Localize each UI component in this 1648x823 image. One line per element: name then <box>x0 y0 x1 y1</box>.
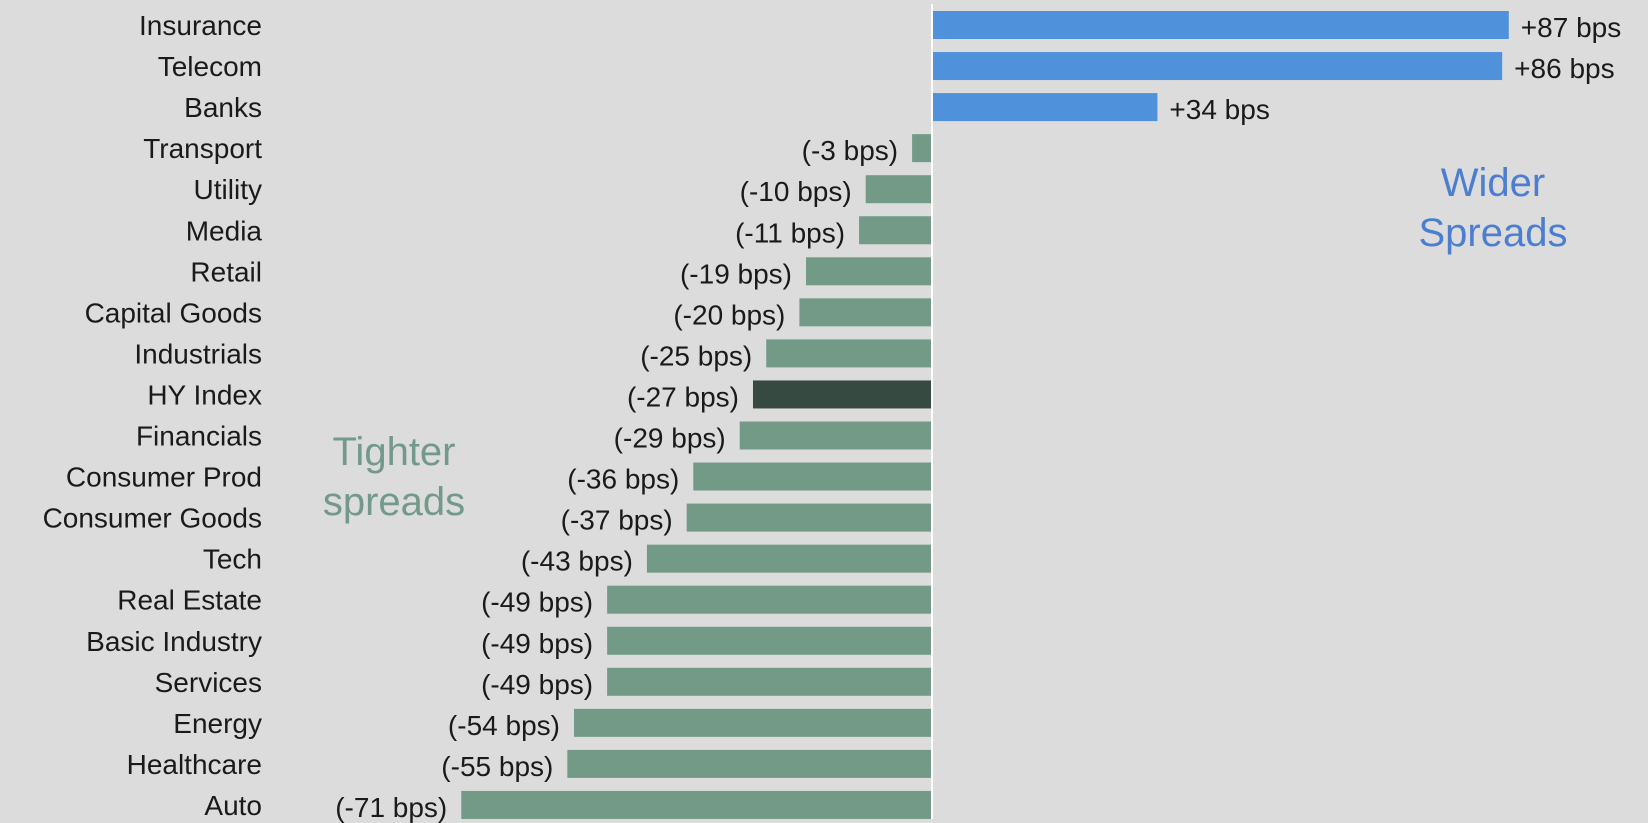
category-label-tech: Tech <box>203 544 262 575</box>
data-label-tech: (-43 bps) <box>521 546 633 577</box>
data-label-financials: (-29 bps) <box>614 423 726 454</box>
category-label-transport: Transport <box>143 133 262 164</box>
bar-real-estate <box>607 585 932 614</box>
data-label-hy-index: (-27 bps) <box>627 381 739 412</box>
tighter-spreads-annotation: Tighter spreads <box>323 430 465 524</box>
bar-financials <box>739 421 932 450</box>
data-label-services: (-49 bps) <box>481 669 593 700</box>
category-label-consumer-prod: Consumer Prod <box>66 462 262 493</box>
category-label-hy-index: HY Index <box>147 379 262 410</box>
data-label-auto: (-71 bps) <box>335 792 447 823</box>
category-label-energy: Energy <box>173 708 262 739</box>
category-label-utility: Utility <box>194 174 262 205</box>
data-label-consumer-goods: (-37 bps) <box>561 505 673 536</box>
annotation-wider-line-2: Spreads <box>1419 211 1568 255</box>
bar-media <box>859 216 932 245</box>
bar-insurance <box>932 11 1509 39</box>
bar-transport <box>912 134 932 163</box>
bar-energy <box>573 708 932 737</box>
data-label-retail: (-19 bps) <box>680 258 792 289</box>
bar-consumer-goods <box>686 503 932 532</box>
category-label-media: Media <box>186 215 263 246</box>
category-label-banks: Banks <box>184 92 262 123</box>
data-label-consumer-prod: (-36 bps) <box>567 464 679 495</box>
bars <box>461 11 1509 819</box>
category-label-basic-industry: Basic Industry <box>86 626 262 657</box>
category-label-auto: Auto <box>204 790 262 821</box>
bar-consumer-prod <box>693 462 932 491</box>
data-label-capital-goods: (-20 bps) <box>673 299 785 330</box>
wider-spreads-annotation: Wider Spreads <box>1419 161 1568 255</box>
bar-services <box>607 667 932 696</box>
bar-banks <box>932 93 1158 122</box>
data-label-insurance: +87 bps <box>1521 12 1621 43</box>
bar-retail <box>806 257 932 286</box>
data-label-banks: +34 bps <box>1169 94 1269 125</box>
category-label-insurance: Insurance <box>139 10 262 41</box>
category-label-real-estate: Real Estate <box>117 585 262 616</box>
data-label-industrials: (-25 bps) <box>640 340 752 371</box>
bar-utility <box>865 175 932 204</box>
bar-auto <box>461 790 932 819</box>
category-label-consumer-goods: Consumer Goods <box>43 503 262 534</box>
category-label-telecom: Telecom <box>158 51 262 82</box>
data-labels: +87 bps +86 bps +34 bps (-3 bps) (-10 bps) (-… <box>335 12 1621 823</box>
data-label-basic-industry: (-49 bps) <box>481 628 593 659</box>
category-label-healthcare: Healthcare <box>127 749 262 780</box>
bar-capital-goods <box>799 298 932 327</box>
data-label-utility: (-10 bps) <box>740 176 852 207</box>
annotation-wider-line-1: Wider <box>1441 161 1545 205</box>
annotation-tighter-line-2: spreads <box>323 480 465 524</box>
bar-hy-index <box>752 380 932 409</box>
data-label-healthcare: (-55 bps) <box>441 751 553 782</box>
bar-basic-industry <box>607 626 932 655</box>
category-labels: Insurance Telecom Banks Transport Utility Med… <box>43 10 263 821</box>
bar-telecom <box>932 52 1503 81</box>
category-label-capital-goods: Capital Goods <box>85 297 262 328</box>
annotation-tighter-line-1: Tighter <box>332 430 455 474</box>
bar-industrials <box>766 339 932 368</box>
category-label-retail: Retail <box>190 256 262 287</box>
category-label-services: Services <box>155 667 262 698</box>
data-label-transport: (-3 bps) <box>802 135 898 166</box>
data-label-media: (-11 bps) <box>735 217 845 248</box>
data-label-telecom: +86 bps <box>1514 53 1614 84</box>
bar-tech <box>646 544 932 573</box>
data-label-energy: (-54 bps) <box>448 710 560 741</box>
category-label-financials: Financials <box>136 421 262 452</box>
data-label-real-estate: (-49 bps) <box>481 587 593 618</box>
category-label-industrials: Industrials <box>134 338 262 369</box>
bar-healthcare <box>567 749 932 778</box>
